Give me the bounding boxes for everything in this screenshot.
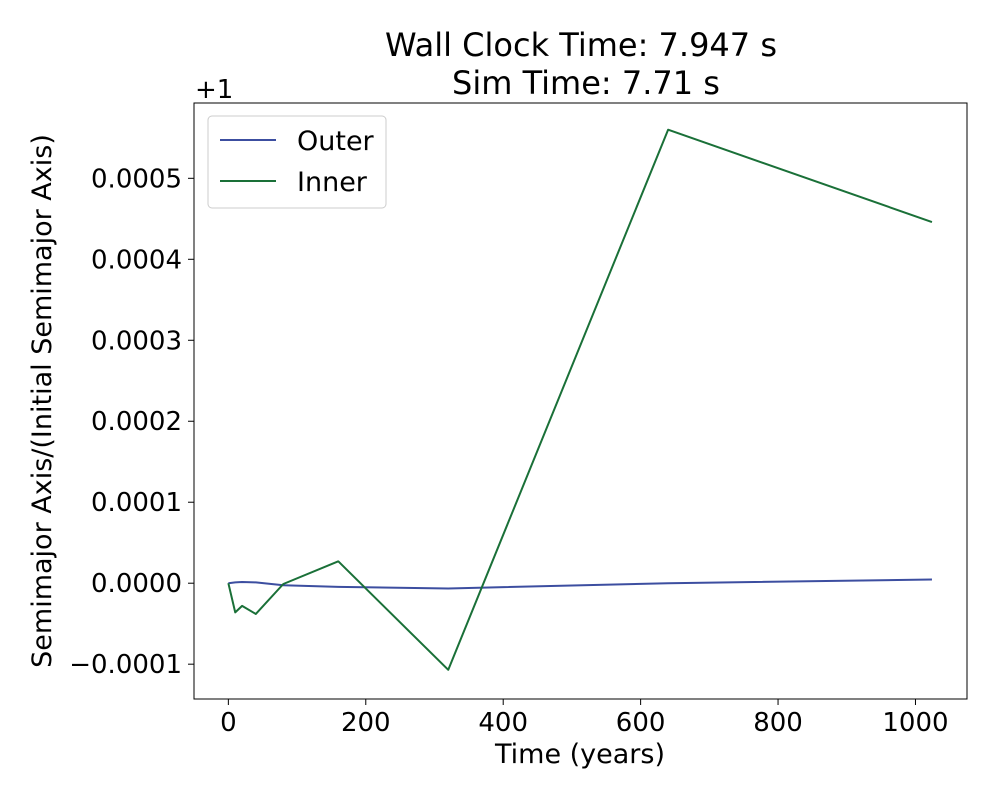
legend: Outer Inner xyxy=(207,115,387,209)
y-offset-text: +1 xyxy=(195,75,233,105)
y-tick-label: 0.0005 xyxy=(91,164,182,194)
x-tick-label: 800 xyxy=(753,708,803,738)
y-tick-label: 0.0002 xyxy=(91,407,182,437)
y-tick-label: −0.0001 xyxy=(69,650,182,680)
y-axis: −0.0001 0.0000 0.0001 0.0002 0.0003 0.0004 0.0… xyxy=(69,164,194,680)
x-tick-label: 1000 xyxy=(882,708,948,738)
plot-frame xyxy=(193,102,968,700)
y-tick-label: 0.0004 xyxy=(91,245,182,275)
y-tick-label: 0.0001 xyxy=(91,488,182,518)
chart-title-line-1: Wall Clock Time: 7.947 s xyxy=(385,26,777,64)
legend-label-inner: Inner xyxy=(297,167,368,198)
x-axis: 0 200 400 600 800 1000 xyxy=(220,699,949,738)
x-axis-label: Time (years) xyxy=(494,739,665,770)
y-tick-label: 0.0003 xyxy=(91,326,182,356)
chart-title-line-2: Sim Time: 7.71 s xyxy=(452,64,720,102)
y-tick-label: 0.0000 xyxy=(91,569,182,599)
x-tick-label: 600 xyxy=(616,708,666,738)
y-axis-label: Semimajor Axis/(Initial Semimajor Axis) xyxy=(27,134,58,668)
series-line-outer xyxy=(228,578,932,590)
legend-label-outer: Outer xyxy=(297,126,375,157)
x-tick-label: 200 xyxy=(341,708,391,738)
series-line-inner xyxy=(227,128,933,671)
x-tick-label: 0 xyxy=(220,708,237,738)
x-tick-label: 400 xyxy=(478,708,528,738)
series-layer xyxy=(227,128,933,671)
